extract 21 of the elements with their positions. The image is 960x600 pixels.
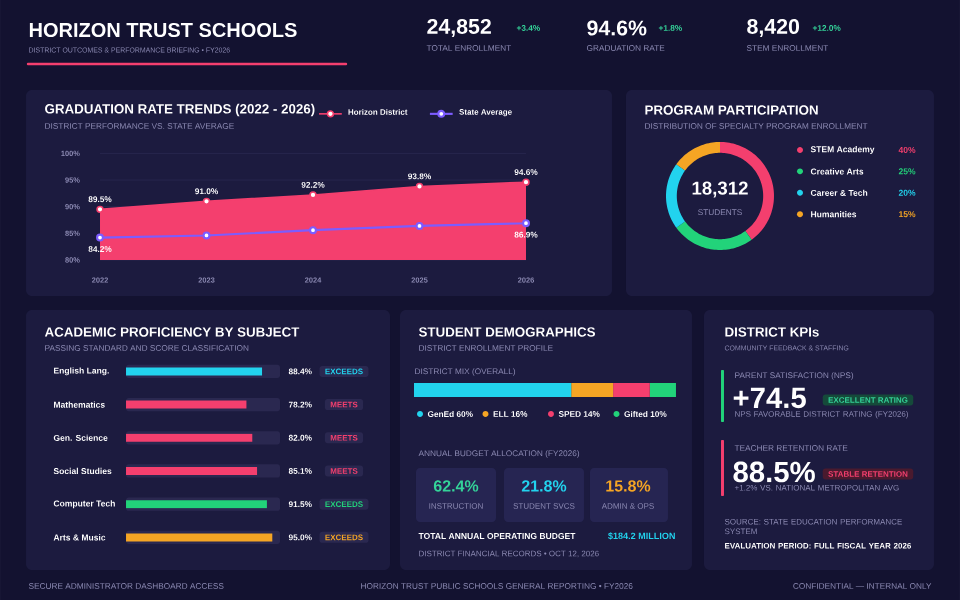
text: 15.8% [606, 480, 651, 492]
point [202, 231, 211, 240]
text: 62.4% [433, 480, 479, 492]
text: 94.6% [587, 20, 647, 36]
point [522, 178, 530, 186]
point [96, 205, 104, 214]
text: 18,312 [692, 181, 748, 198]
text: HORIZON TRUST SCHOOLS [29, 22, 297, 38]
point [96, 233, 105, 242]
bar [613, 382, 650, 397]
point [521, 219, 530, 228]
text: 21.8% [521, 480, 567, 492]
text: 24,852 [427, 18, 491, 38]
bar [414, 382, 572, 397]
bar [649, 382, 676, 397]
point [415, 221, 424, 230]
text: 88.5% [733, 461, 815, 483]
bar [571, 382, 614, 397]
point [309, 226, 317, 235]
text: +74.5 [733, 387, 806, 409]
text: 8,420 [747, 18, 800, 38]
